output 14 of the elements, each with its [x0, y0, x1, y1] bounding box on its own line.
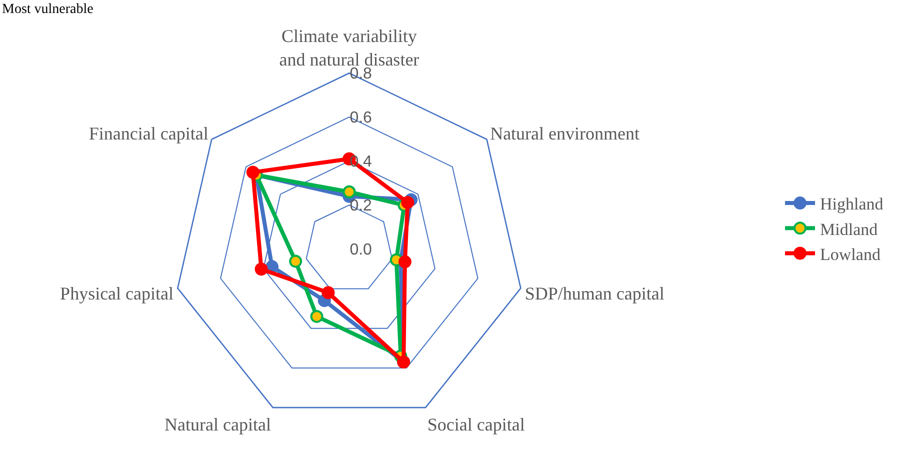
text: Most vulnerable	[2, 2, 94, 17]
y-tick-label: 0.8	[350, 65, 372, 82]
spoke-label: Natural capital	[164, 414, 272, 434]
spoke-label: SDP/human capital	[524, 283, 664, 304]
spoke-label: Natural environment	[490, 123, 640, 144]
y-tick-label: 0.2	[350, 197, 372, 214]
spoke-label: Financial capital	[88, 123, 208, 144]
legend-label: Midland	[820, 220, 878, 239]
y-tick-label: 0.0	[350, 241, 372, 258]
legend-label: Lowland	[820, 244, 881, 264]
spoke-label: Physical capital	[60, 283, 174, 304]
spoke-label: Social capital	[427, 414, 525, 434]
legend-label: Highland	[820, 194, 884, 214]
y-tick-label: 0.6	[350, 109, 372, 126]
